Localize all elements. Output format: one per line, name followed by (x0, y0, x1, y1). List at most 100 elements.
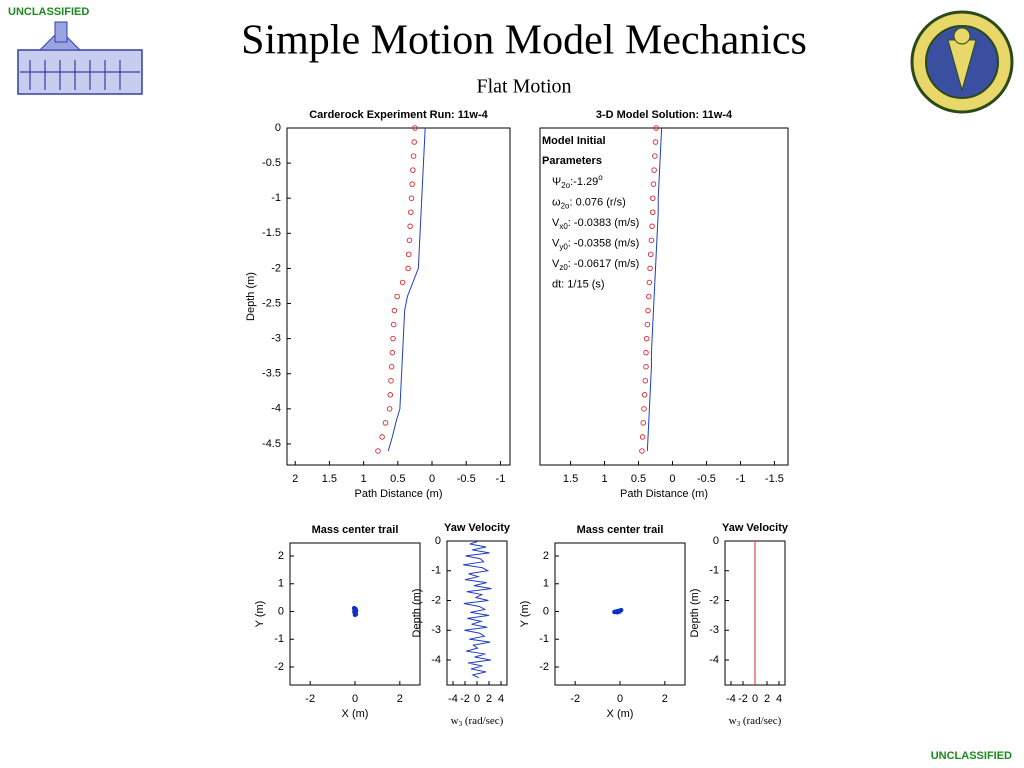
y-tick-label: -3.5 (262, 368, 281, 380)
data-point (641, 392, 648, 398)
y-tick-label: -3 (271, 333, 281, 345)
x-tick-label: 1 (361, 473, 367, 485)
chart-title: 3-D Model Solution: 11w-4 (596, 109, 733, 121)
data-line (463, 540, 492, 679)
y-tick-label: -0.5 (262, 157, 281, 169)
data-point (648, 237, 655, 244)
y-tick-label: -2 (431, 594, 441, 606)
label-subscript: 3 (459, 720, 463, 728)
data-point (405, 265, 411, 272)
building-logo (17, 21, 143, 95)
data-point (390, 335, 396, 342)
y-tick-label: -4 (709, 654, 719, 666)
data-point (650, 181, 657, 187)
data-point (646, 279, 653, 286)
x-tick-label: 2 (662, 693, 668, 705)
chart-title: Mass center trail (577, 524, 664, 536)
plot-frame (554, 542, 686, 686)
parameter-symbol: V (552, 258, 560, 270)
data-point (617, 609, 622, 614)
y-tick-label: -4 (271, 403, 281, 415)
annotation-line: Vx0: -0.0383 (m/s) (552, 217, 639, 231)
y-tick-label: 0 (713, 535, 719, 547)
data-point (650, 195, 656, 201)
parameter-value: : 0.076 (r/s) (570, 196, 626, 208)
parameter-symbol: V (552, 237, 560, 249)
x-tick-label: 1 (601, 473, 607, 485)
data-point (391, 307, 398, 314)
x-tick-label: 2 (397, 693, 403, 705)
annotation-line: Vz0: -0.0617 (m/s) (552, 258, 639, 272)
y-tick-label: -2 (539, 661, 549, 673)
parameter-subscript: z0 (559, 263, 568, 272)
y-tick-label: -1 (274, 633, 284, 645)
data-point (645, 307, 651, 314)
data-point (647, 265, 653, 272)
slide-subtitle: Flat Motion (476, 76, 571, 98)
annotation-heading: Model Initial (542, 135, 606, 147)
y-tick-label: -2 (709, 594, 719, 606)
data-line (387, 127, 426, 452)
x-tick-label: 1.5 (322, 473, 337, 485)
x-tick-label: -2 (305, 693, 315, 705)
x-tick-label: -1 (736, 473, 746, 485)
chart: Carderock Experiment Run: 11w-4 2 1.5 1 0.5 0… (245, 109, 511, 500)
data-point (411, 139, 417, 145)
data-point (639, 448, 645, 454)
x-tick-label: -2 (460, 693, 470, 705)
label-subscript: 3 (737, 720, 741, 728)
label-part: w (729, 715, 737, 727)
y-tick-label: 1 (278, 578, 284, 590)
y-tick-label: 0 (275, 122, 281, 134)
data-point (652, 139, 659, 145)
parameter-symbol: dt: (552, 278, 564, 290)
x-tick-label: 2 (764, 693, 770, 705)
y-tick-label: -2 (274, 661, 284, 673)
y-axis-label: Y (m) (519, 601, 531, 628)
data-point (387, 392, 394, 398)
data-point (639, 434, 646, 440)
parameter-value: :-1.29 (570, 176, 598, 188)
data-point (648, 251, 654, 258)
data-point (408, 209, 414, 215)
data-point (645, 293, 652, 300)
x-tick-label: -2 (570, 693, 580, 705)
data-point (389, 349, 396, 356)
annotation-line: ω2o: 0.076 (r/s) (552, 196, 626, 210)
data-point (650, 209, 656, 215)
data-point (644, 321, 651, 328)
data-point (649, 223, 655, 230)
x-axis-label: Path Distance (m) (620, 488, 708, 500)
y-axis-label: Depth (m) (411, 589, 423, 638)
data-point (388, 378, 394, 384)
x-tick-label: 0 (669, 473, 675, 485)
data-point (386, 406, 393, 412)
x-tick-label: -4 (726, 693, 736, 705)
data-point (410, 153, 417, 159)
plot-frame (286, 127, 511, 466)
parameter-symbol: ω (552, 196, 561, 208)
y-tick-label: -3 (431, 624, 441, 636)
y-tick-label: -2.5 (262, 297, 281, 309)
x-tick-label: -2 (738, 693, 748, 705)
y-axis-label: Depth (m) (689, 589, 701, 638)
y-tick-label: -2 (271, 262, 281, 274)
data-point (353, 608, 359, 614)
y-tick-label: -1 (539, 633, 549, 645)
data-point (390, 321, 397, 328)
parameter-value: : -0.0383 (m/s) (568, 217, 640, 229)
classification-mark: UNCLASSIFIED (931, 750, 1012, 762)
y-tick-label: -1 (271, 192, 281, 204)
x-axis-label: w3 (rad/sec) (451, 715, 504, 728)
data-line (646, 127, 663, 451)
chart: Mass center trail -2 0 2 2 1 0 -1 -2 X (m) Y (m) (254, 524, 421, 720)
data-point (382, 420, 389, 426)
y-tick-label: 0 (435, 535, 441, 547)
data-point (406, 251, 412, 258)
x-tick-label: 0.5 (631, 473, 646, 485)
x-tick-label: 2 (486, 693, 492, 705)
parameter-value: 1/15 (s) (564, 278, 604, 290)
data-point (643, 335, 650, 342)
parameter-subscript: 2o (561, 181, 570, 190)
